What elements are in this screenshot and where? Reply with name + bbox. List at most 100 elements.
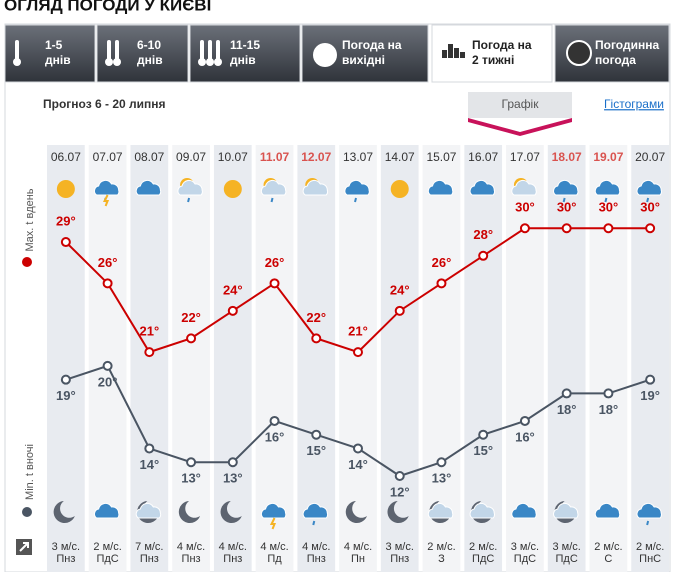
temp-point <box>561 223 572 234</box>
wind-label: ПдС <box>514 553 536 565</box>
tab-label[interactable]: вихідні <box>342 53 385 67</box>
tab-label[interactable]: Погода на <box>472 38 532 52</box>
moon-icon <box>387 501 409 523</box>
page-title: ОГЛЯД ПОГОДИ У КИЄВІ <box>4 0 211 14</box>
max-legend-dot <box>22 257 32 267</box>
wind-label: 4 м/с. <box>302 541 330 553</box>
cloud-icon <box>94 179 120 196</box>
tab-icon <box>214 58 222 66</box>
wind-label: С <box>604 553 612 565</box>
temp-point <box>603 223 614 234</box>
rain-icon <box>604 197 608 203</box>
cloud-icon <box>302 179 329 196</box>
tab-icon <box>460 52 465 58</box>
wind-label: 2 м/с. <box>594 541 622 553</box>
day-column <box>589 145 628 572</box>
cloud-icon <box>302 502 329 519</box>
date-label: 17.07 <box>510 150 540 164</box>
wind-label: ПдС <box>556 553 578 565</box>
temp-label: 30° <box>599 200 619 215</box>
temp-label: 18° <box>557 402 577 417</box>
day-column <box>213 145 252 572</box>
temp-label: 16° <box>265 429 285 444</box>
wind-label: 4 м/с. <box>344 541 372 553</box>
temp-label: 21° <box>139 324 159 339</box>
wind-label: 4 м/с. <box>260 541 288 553</box>
wind-label: 2 м/с. <box>427 541 455 553</box>
temp-label: 30° <box>640 200 660 215</box>
cloud-icon <box>636 502 662 519</box>
tab-icon <box>566 40 592 66</box>
cloud-icon <box>344 179 370 196</box>
tab[interactable]: Погода на2 тижні <box>431 24 553 83</box>
rain-icon <box>646 520 650 526</box>
tab-label[interactable]: 2 тижні <box>472 53 514 67</box>
tab-icon <box>448 44 453 58</box>
wind-label: ПдС <box>472 553 494 565</box>
tab-label[interactable]: 6-10 <box>137 38 161 52</box>
tab-label[interactable]: днів <box>230 53 256 67</box>
temp-point <box>478 429 489 440</box>
cloud-icon <box>636 179 662 196</box>
temp-point <box>436 278 447 289</box>
moon-icon <box>220 501 242 523</box>
histogram-link[interactable]: Гістограми <box>604 97 664 111</box>
storm-icon <box>269 517 277 530</box>
temp-point <box>353 347 363 358</box>
temp-label: 26° <box>265 255 285 270</box>
tab-label[interactable]: днів <box>137 53 163 67</box>
tab-label[interactable]: днів <box>45 53 71 67</box>
tab-bg <box>96 24 189 83</box>
temp-label: 21° <box>348 324 368 339</box>
temp-label: 30° <box>557 200 577 215</box>
cloud-icon <box>469 179 495 196</box>
tab-icon <box>442 50 447 58</box>
cloud-icon <box>553 502 579 519</box>
temp-point <box>519 223 530 234</box>
temp-label: 30° <box>515 200 535 215</box>
tab-icon <box>115 40 119 60</box>
temp-label: 22° <box>306 310 326 325</box>
graph-button-label[interactable]: Графік <box>502 97 540 111</box>
tab-icon <box>200 40 204 60</box>
tab-icon <box>15 40 19 60</box>
date-label: 16.07 <box>468 150 498 164</box>
cloud-icon <box>594 179 621 196</box>
tab-label[interactable]: Погода на <box>342 38 402 52</box>
temp-point <box>227 305 238 316</box>
cloud-icon <box>553 179 579 196</box>
date-label: 08.07 <box>134 150 164 164</box>
graph-button[interactable] <box>468 92 572 118</box>
temp-label: 14° <box>139 457 159 472</box>
temp-label: 24° <box>390 282 410 297</box>
rain-icon <box>187 197 191 203</box>
temp-point <box>394 470 405 481</box>
tab-label[interactable]: 1-5 <box>45 38 63 52</box>
date-label: 07.07 <box>93 150 123 164</box>
temp-point <box>102 278 113 289</box>
tab-label[interactable]: Погодинна <box>595 38 659 52</box>
tab-bg <box>4 24 96 83</box>
wind-label: Пнз <box>56 553 75 565</box>
wind-label: Пд <box>267 553 282 565</box>
tab-icon <box>454 48 459 58</box>
temp-point <box>186 457 197 468</box>
wind-label: 3 м/с. <box>552 541 580 553</box>
temp-point <box>227 457 238 468</box>
temp-label: 22° <box>181 310 201 325</box>
tab-label[interactable]: 11-15 <box>230 38 260 52</box>
temp-point <box>436 457 447 468</box>
cloud-icon <box>94 502 120 519</box>
tab-label[interactable]: погода <box>595 53 636 67</box>
rain-icon <box>270 197 274 203</box>
date-label: 11.07 <box>260 150 290 164</box>
temp-label: 29° <box>56 213 76 228</box>
moon-icon <box>53 501 75 523</box>
